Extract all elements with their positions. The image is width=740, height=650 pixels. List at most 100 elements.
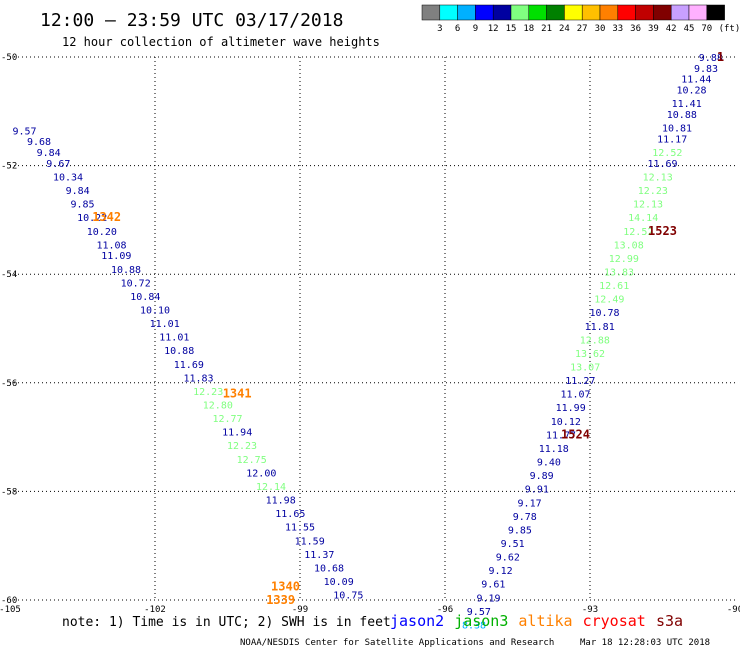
colorbar-swatch [546,4,565,21]
data-point-label: 12.77 [212,414,242,425]
data-point-label: 12.23 [638,186,668,197]
footer-credit: NOAA/NESDIS Center for Satellite Applica… [240,638,554,648]
data-point-label: 11.01 [150,319,180,330]
data-point-label: 13.08 [614,240,644,251]
data-point-label: 12.99 [609,254,639,265]
data-point-label: 11.07 [560,390,590,401]
data-point-label: 10.20 [87,227,117,238]
data-point-label: 10.78 [589,308,619,319]
colorbar-label: 21 [541,24,552,34]
data-point-label: 11.69 [174,360,204,371]
colorbar-label: 42 [666,24,677,34]
colorbar-label: 12 [488,24,499,34]
data-point-label: 9.12 [489,566,513,577]
data-point-label: 9.62 [496,553,520,564]
legend-item-s3a: s3a [656,612,683,630]
data-point-label: 10.72 [121,278,151,289]
legend-item-cryosat: cryosat [583,612,646,630]
y-tick-label: -60 [1,596,17,606]
colorbar-swatch [706,4,725,21]
footer-note: note: 1) Time is in UTC; 2) SWH is in fe… [62,615,391,630]
data-point-label: 11.41 [672,99,702,110]
data-point-label: 9.85 [70,200,94,211]
legend-item-altika: altika [518,612,572,630]
colorbar-swatch [688,4,708,21]
colorbar-swatch [421,4,441,21]
data-point-label: 9.78 [513,512,537,523]
colorbar-label: 18 [523,24,534,34]
data-point-label: 9.91 [525,485,549,496]
data-point-label: 9.67 [46,159,70,170]
data-point-label: 10.81 [662,124,692,135]
data-point-label: 12.75 [237,455,267,466]
page-title: 12:00 – 23:59 UTC 03/17/2018 [40,10,343,31]
data-point-label: 11.65 [275,509,305,520]
y-tick-label: -56 [1,379,17,389]
data-point-label: 9.57 [467,607,491,618]
colorbar-swatch [439,4,458,21]
colorbar-label: 3 [437,24,442,34]
data-point-label: 13.83 [604,267,634,278]
data-point-label: 9.68 [27,137,51,148]
x-tick-label: -93 [582,605,598,615]
data-point-label: 11.94 [222,428,252,439]
data-point-label: 10.09 [324,577,354,588]
data-point-label: 12.61 [599,281,629,292]
data-point-label: 9.19 [476,593,500,604]
data-point-label: 10.22 [77,213,107,224]
data-point-label: 12.52 [652,148,682,159]
time-label: 1342 [92,210,121,224]
data-point-label: 10.34 [53,172,83,183]
data-point-label: 10.28 [676,86,706,97]
data-point-label: 11.83 [183,373,213,384]
data-point-label: 12.14 [256,482,286,493]
legend-item-jason2: jason2 [390,612,444,630]
data-point-label: 12.13 [633,200,663,211]
colorbar-label: 6 [455,24,460,34]
colorbar-label: 70 [701,24,712,34]
data-point-label: 11.81 [585,322,615,333]
footer-timestamp: Mar 18 12:28:03 UTC 2018 [580,638,710,648]
y-tick-label: -54 [1,270,17,280]
y-tick-label: -58 [1,487,17,497]
data-point-label: 11.55 [285,523,315,534]
data-point-label: 8.38 [462,620,486,631]
data-point-label: 9.51 [501,539,525,550]
data-point-label: 12.13 [643,172,673,183]
colorbar-swatch [475,4,494,21]
data-point-label: 9.84 [37,148,61,159]
colorbar-swatch [617,4,636,21]
time-label: 1341 [223,387,252,401]
data-point-label: 9.83 [694,64,718,75]
colorbar-label: 39 [648,24,659,34]
time-label: 1524 [561,427,590,441]
y-tick-label: -50 [1,53,17,63]
colorbar-swatch [581,4,601,21]
data-point-label: 10.75 [333,591,363,602]
colorbar-unit: (ft) [719,24,740,34]
x-tick-label: -96 [437,605,453,615]
colorbar-label: 27 [577,24,588,34]
data-point-label: 11.99 [556,403,586,414]
data-point-label: 9.89 [530,471,554,482]
data-point-label: 11.17 [657,134,687,145]
data-point-label: 11.69 [647,159,677,170]
data-point-label: 12.23 [227,441,257,452]
x-tick-label: -102 [144,605,166,615]
data-point-label: 10.84 [130,292,160,303]
data-point-label: 11.44 [681,75,711,86]
chart-subtitle: 12 hour collection of altimeter wave hei… [62,35,380,49]
data-point-label: 10.12 [551,417,581,428]
data-point-label: 9.85 [508,525,532,536]
data-point-label: 11.01 [159,333,189,344]
colorbar-swatch [564,4,583,21]
colorbar-swatch [510,4,530,21]
data-point-label: 12.88 [580,335,610,346]
colorbar-label: 45 [684,24,695,34]
data-point-label: 11.09 [101,251,131,262]
colorbar-label: 15 [506,24,517,34]
colorbar-label: 33 [612,24,623,34]
data-point-label: 9.17 [518,498,542,509]
data-point-label: 12.00 [246,468,276,479]
colorbar-label: 9 [473,24,478,34]
